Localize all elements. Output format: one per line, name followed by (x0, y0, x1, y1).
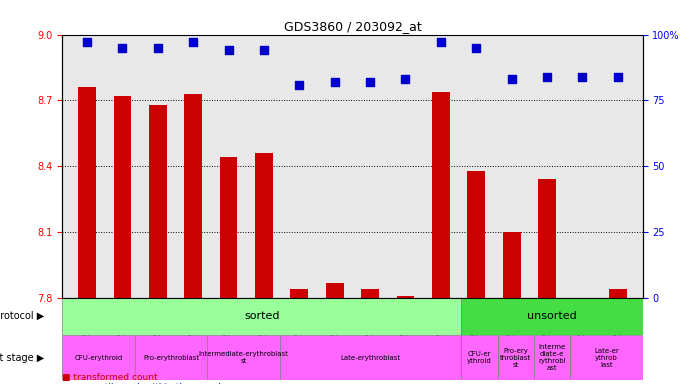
Text: CFU-erythroid: CFU-erythroid (75, 354, 122, 361)
Bar (467, 170, 485, 298)
FancyBboxPatch shape (62, 298, 462, 335)
Bar (503, 232, 520, 298)
Point (258, 47, 269, 53)
Bar (255, 153, 273, 298)
Bar (326, 283, 343, 298)
Point (82, 40, 93, 46)
Text: Pro-ery
throblast
st: Pro-ery throblast st (500, 348, 531, 367)
Text: Late-er
ythrob
last: Late-er ythrob last (594, 348, 618, 367)
Point (506, 76, 517, 83)
Bar (220, 157, 238, 298)
FancyBboxPatch shape (280, 335, 462, 380)
Point (329, 79, 340, 85)
Bar (361, 289, 379, 298)
Title: GDS3860 / 203092_at: GDS3860 / 203092_at (283, 20, 422, 33)
Bar (149, 105, 167, 298)
FancyBboxPatch shape (462, 298, 643, 335)
Text: ■ transformed count: ■ transformed count (62, 373, 158, 382)
Text: Intermediate-erythroblast
st: Intermediate-erythroblast st (198, 351, 289, 364)
Point (152, 45, 163, 51)
Text: Late-erythroblast: Late-erythroblast (341, 354, 401, 361)
Point (365, 79, 376, 85)
Text: Pro-erythroblast: Pro-erythroblast (143, 354, 199, 361)
Bar (609, 289, 627, 298)
Bar (184, 94, 202, 298)
Point (188, 40, 199, 46)
Text: CFU-er
ythroid: CFU-er ythroid (467, 351, 492, 364)
Point (435, 40, 446, 46)
Point (577, 74, 588, 80)
Bar (113, 96, 131, 298)
Text: ■ percentile rank within the sample: ■ percentile rank within the sample (62, 383, 227, 384)
Point (117, 45, 128, 51)
Point (542, 74, 553, 80)
Bar (432, 92, 450, 298)
Text: protocol ▶: protocol ▶ (0, 311, 44, 321)
Text: Interme
diate-e
rythrobl
ast: Interme diate-e rythrobl ast (538, 344, 566, 371)
Text: development stage ▶: development stage ▶ (0, 353, 44, 362)
FancyBboxPatch shape (135, 335, 207, 380)
FancyBboxPatch shape (498, 335, 534, 380)
Point (400, 76, 411, 83)
Bar (538, 179, 556, 298)
Point (471, 45, 482, 51)
Point (223, 47, 234, 53)
Point (294, 81, 305, 88)
Bar (78, 87, 96, 298)
Point (612, 74, 623, 80)
Text: unsorted: unsorted (527, 311, 577, 321)
FancyBboxPatch shape (62, 335, 135, 380)
Text: sorted: sorted (244, 311, 279, 321)
FancyBboxPatch shape (207, 335, 280, 380)
Bar (397, 296, 415, 298)
Bar (290, 289, 308, 298)
FancyBboxPatch shape (570, 335, 643, 380)
FancyBboxPatch shape (534, 335, 570, 380)
FancyBboxPatch shape (462, 335, 498, 380)
